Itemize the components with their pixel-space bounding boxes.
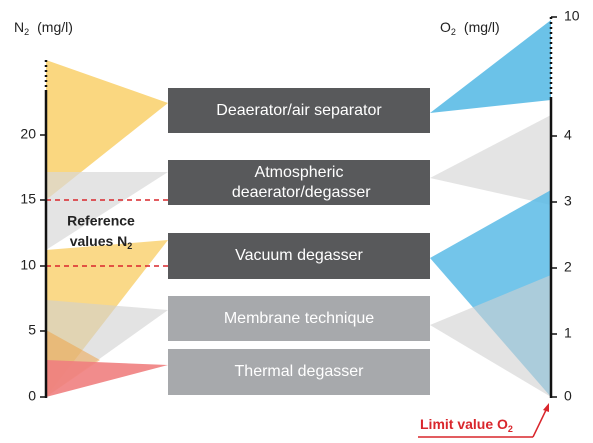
method-label: Atmospheric deaerator/degasser <box>227 164 371 201</box>
range-shape <box>46 172 168 250</box>
range-shape <box>430 20 551 113</box>
method-box <box>168 233 430 279</box>
range-shape <box>430 115 551 205</box>
method-box <box>168 296 430 341</box>
tick-label: 2 <box>564 259 572 275</box>
reference-label: values N2 <box>70 233 133 252</box>
tick-label: 3 <box>564 193 572 209</box>
method-label: Membrane technique <box>224 310 374 327</box>
method-box <box>168 160 430 205</box>
method-label: Thermal degasser <box>235 363 365 380</box>
method-label: Vacuum degasser <box>235 247 363 264</box>
tick-label: 1 <box>564 325 572 341</box>
limit-arrow <box>532 407 548 438</box>
limit-label: Limit value O2 <box>420 416 513 435</box>
tick-label: 4 <box>564 127 572 143</box>
arrow-head <box>543 403 549 412</box>
range-shape <box>430 275 551 397</box>
axis-title: N2 (mg/l) <box>14 19 73 38</box>
tick-label: 20 <box>20 126 36 142</box>
tick-label: 10 <box>20 257 36 273</box>
range-shape <box>46 360 168 397</box>
tick-label: 15 <box>20 191 36 207</box>
tick-label: 0 <box>28 388 36 404</box>
tick-label: 0 <box>564 388 572 404</box>
axis-title: O2 (mg/l) <box>440 19 500 38</box>
tick-label: 5 <box>28 322 36 338</box>
method-label-line: Atmospheric <box>255 164 344 181</box>
method-label: Deaerator/air separator <box>216 102 382 119</box>
tick-label: 10 <box>564 8 580 24</box>
method-box <box>168 88 430 133</box>
method-label-line: deaerator/degasser <box>227 184 371 201</box>
reference-label: Reference <box>67 213 135 229</box>
method-box <box>168 349 430 395</box>
range-shape <box>46 60 168 200</box>
